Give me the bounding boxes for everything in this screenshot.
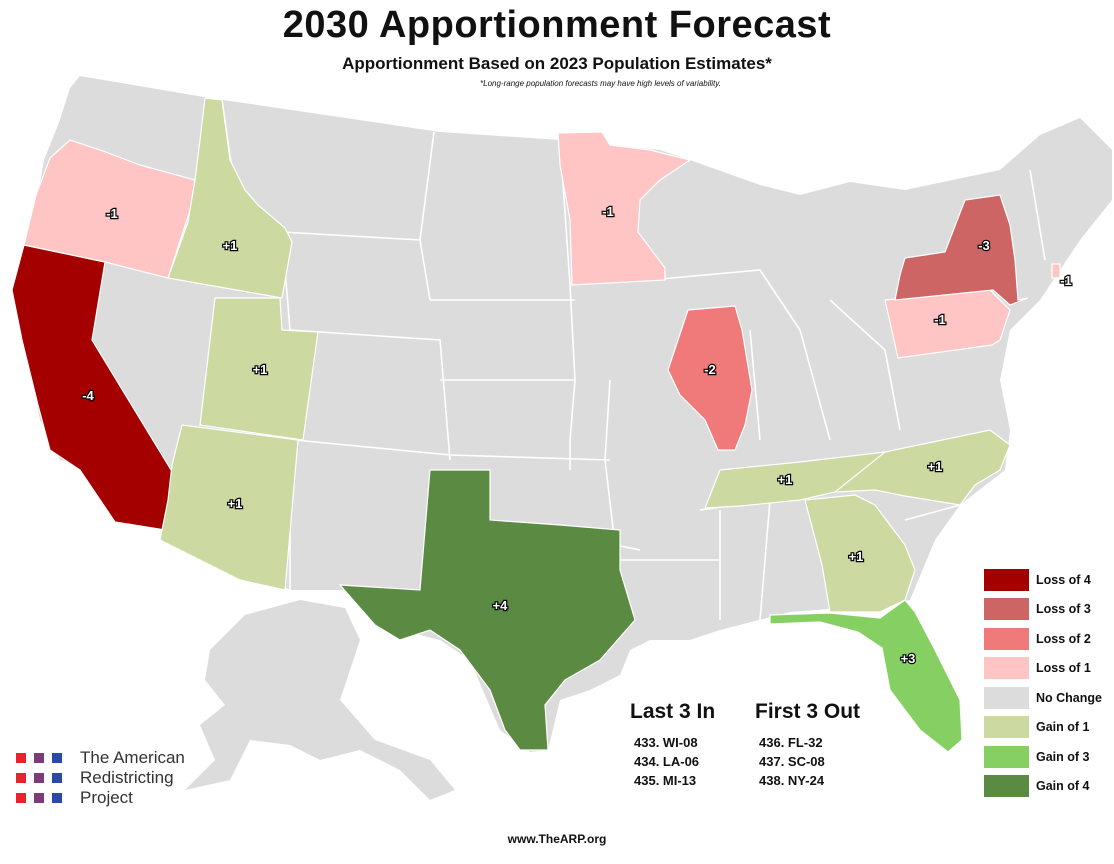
legend-label: Gain of 1 bbox=[1036, 720, 1090, 735]
logo-dot bbox=[34, 773, 44, 783]
legend-swatch bbox=[984, 686, 1029, 709]
legend-item: Loss of 4 bbox=[984, 565, 1102, 595]
first-out-item: 437. SC-08 bbox=[759, 754, 825, 769]
legend-item: Loss of 2 bbox=[984, 624, 1102, 654]
legend-swatch bbox=[984, 775, 1029, 798]
org-name-line: Redistricting bbox=[80, 768, 174, 787]
label-pennsylvania: -1 bbox=[934, 312, 946, 327]
logo-dot bbox=[52, 773, 62, 783]
map-subtitle: Apportionment Based on 2023 Population E… bbox=[342, 54, 772, 73]
state-california bbox=[11, 244, 183, 531]
legend-item: Loss of 1 bbox=[984, 654, 1102, 684]
state-utah bbox=[199, 297, 319, 441]
logo-dot bbox=[34, 793, 44, 803]
label-florida: +3 bbox=[901, 651, 916, 666]
label-utah: +1 bbox=[253, 362, 268, 377]
first-out-item: 436. FL-32 bbox=[759, 735, 823, 750]
state-pennsylvania bbox=[884, 289, 1011, 359]
state-borders bbox=[179, 99, 1046, 621]
state-georgia bbox=[804, 494, 916, 613]
first-out-item: 438. NY-24 bbox=[759, 773, 825, 788]
logo-dot bbox=[52, 793, 62, 803]
legend-label: Loss of 1 bbox=[1036, 661, 1091, 676]
label-georgia: +1 bbox=[849, 549, 864, 564]
legend-swatch bbox=[984, 745, 1029, 768]
legend-swatch bbox=[984, 627, 1029, 650]
state-rhode-island bbox=[1051, 263, 1061, 279]
legend-label: No Change bbox=[1036, 690, 1102, 705]
label-tennessee: +1 bbox=[778, 472, 793, 487]
legend-label: Gain of 4 bbox=[1036, 779, 1090, 794]
state-texas bbox=[338, 469, 636, 751]
legend-label: Gain of 3 bbox=[1036, 749, 1090, 764]
last-3-in: Last 3 In 433. WI-08 434. LA-06 435. MI-… bbox=[630, 700, 715, 790]
org-name-line: The American bbox=[80, 748, 185, 767]
label-texas: +4 bbox=[493, 598, 509, 613]
logo-dot bbox=[16, 793, 26, 803]
logo-dot bbox=[16, 753, 26, 763]
organization-name: The American Redistricting Project bbox=[80, 748, 280, 808]
legend-swatch bbox=[984, 657, 1029, 680]
legend-item: Loss of 3 bbox=[984, 595, 1102, 625]
legend-swatch bbox=[984, 568, 1029, 591]
legend-item: Gain of 3 bbox=[984, 742, 1102, 772]
label-arizona: +1 bbox=[228, 496, 243, 511]
state-florida bbox=[769, 599, 963, 753]
last-in-item: 434. LA-06 bbox=[634, 754, 700, 769]
logo-dot bbox=[16, 773, 26, 783]
first-3-out: First 3 Out 436. FL-32 437. SC-08 438. N… bbox=[755, 700, 860, 790]
footnote: *Long-range population forecasts may hav… bbox=[480, 79, 721, 88]
label-illinois: -2 bbox=[704, 362, 716, 377]
logo-dot bbox=[52, 753, 62, 763]
legend: Loss of 4 Loss of 3 Loss of 2 Loss of 1 No C… bbox=[984, 565, 1102, 801]
state-arizona bbox=[159, 424, 299, 591]
legend-item: No Change bbox=[984, 683, 1102, 713]
map-title: 2030 Apportionment Forecast bbox=[282, 4, 832, 46]
label-north-carolina: +1 bbox=[928, 459, 943, 474]
legend-item: Gain of 4 bbox=[984, 772, 1102, 802]
first-3-out-heading: First 3 Out bbox=[755, 700, 861, 723]
last-3-in-heading: Last 3 In bbox=[630, 700, 716, 723]
last-in-item: 433. WI-08 bbox=[634, 735, 698, 750]
legend-swatch bbox=[984, 716, 1029, 739]
legend-item: Gain of 1 bbox=[984, 713, 1102, 743]
logo-dot bbox=[34, 753, 44, 763]
label-idaho: +1 bbox=[223, 238, 238, 253]
legend-label: Loss of 2 bbox=[1036, 631, 1091, 646]
legend-label: Loss of 4 bbox=[1036, 572, 1091, 587]
last-in-item: 435. MI-13 bbox=[634, 773, 697, 788]
website-url: www.TheARP.org bbox=[507, 832, 607, 846]
org-name-line: Project bbox=[80, 788, 133, 807]
legend-swatch bbox=[984, 598, 1029, 621]
label-rhode-island: -1 bbox=[1060, 273, 1072, 288]
state-illinois bbox=[667, 305, 753, 451]
label-minnesota: -1 bbox=[602, 204, 614, 219]
state-change-labels: -4 -3 -2 -1 -1 -1 -1 +4 +3 +1 +1 +1 +1 +… bbox=[81, 203, 1073, 667]
state-north-carolina bbox=[833, 429, 1011, 506]
label-oregon: -1 bbox=[106, 206, 118, 221]
state-new-york bbox=[894, 194, 1029, 306]
label-new-york: -3 bbox=[978, 238, 990, 253]
legend-label: Loss of 3 bbox=[1036, 602, 1091, 617]
label-california: -4 bbox=[82, 388, 94, 403]
state-minnesota bbox=[557, 131, 692, 286]
state-idaho bbox=[167, 97, 293, 299]
